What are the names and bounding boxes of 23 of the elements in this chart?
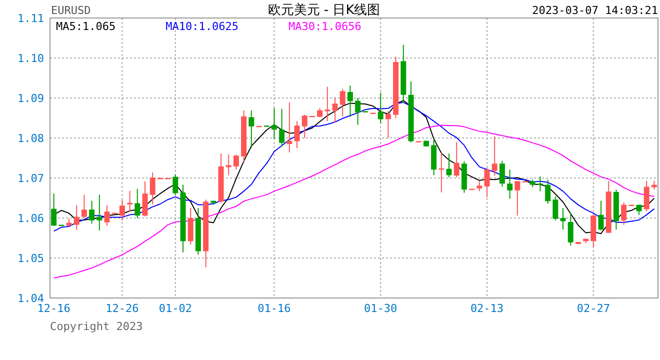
text: MA10:1.0625 [166,20,238,33]
text: 2023-03-07 14:03:21 [532,4,658,17]
text: EURUSD [51,4,91,17]
x-tick-label: 02-27 [576,302,610,315]
y-tick-label: 1.09 [18,92,44,105]
text: MA30:1.0656 [288,20,362,33]
y-tick-label: 1.07 [18,172,44,185]
line-series [53,124,655,278]
y-tick-label: 1.05 [18,252,44,265]
x-tick-label: 01-30 [364,302,398,315]
x-tick-label: 12-16 [37,302,70,315]
y-tick-label: 1.06 [18,212,44,225]
x-tick-label: 01-02 [158,302,192,315]
text: Copyright 2023 [50,320,143,333]
y-tick-label: 1.10 [18,52,44,65]
x-tick-label: 12-26 [106,302,139,315]
chart-title: 欧元美元 - 日K线图 [268,2,380,18]
y-tick-label: 1.11 [18,12,44,25]
x-tick-label: 02-13 [470,302,504,315]
text: MA5:1.065 [56,20,116,33]
y-tick-label: 1.04 [18,292,44,305]
y-tick-label: 1.08 [18,132,44,145]
x-tick-label: 01-16 [258,302,291,315]
